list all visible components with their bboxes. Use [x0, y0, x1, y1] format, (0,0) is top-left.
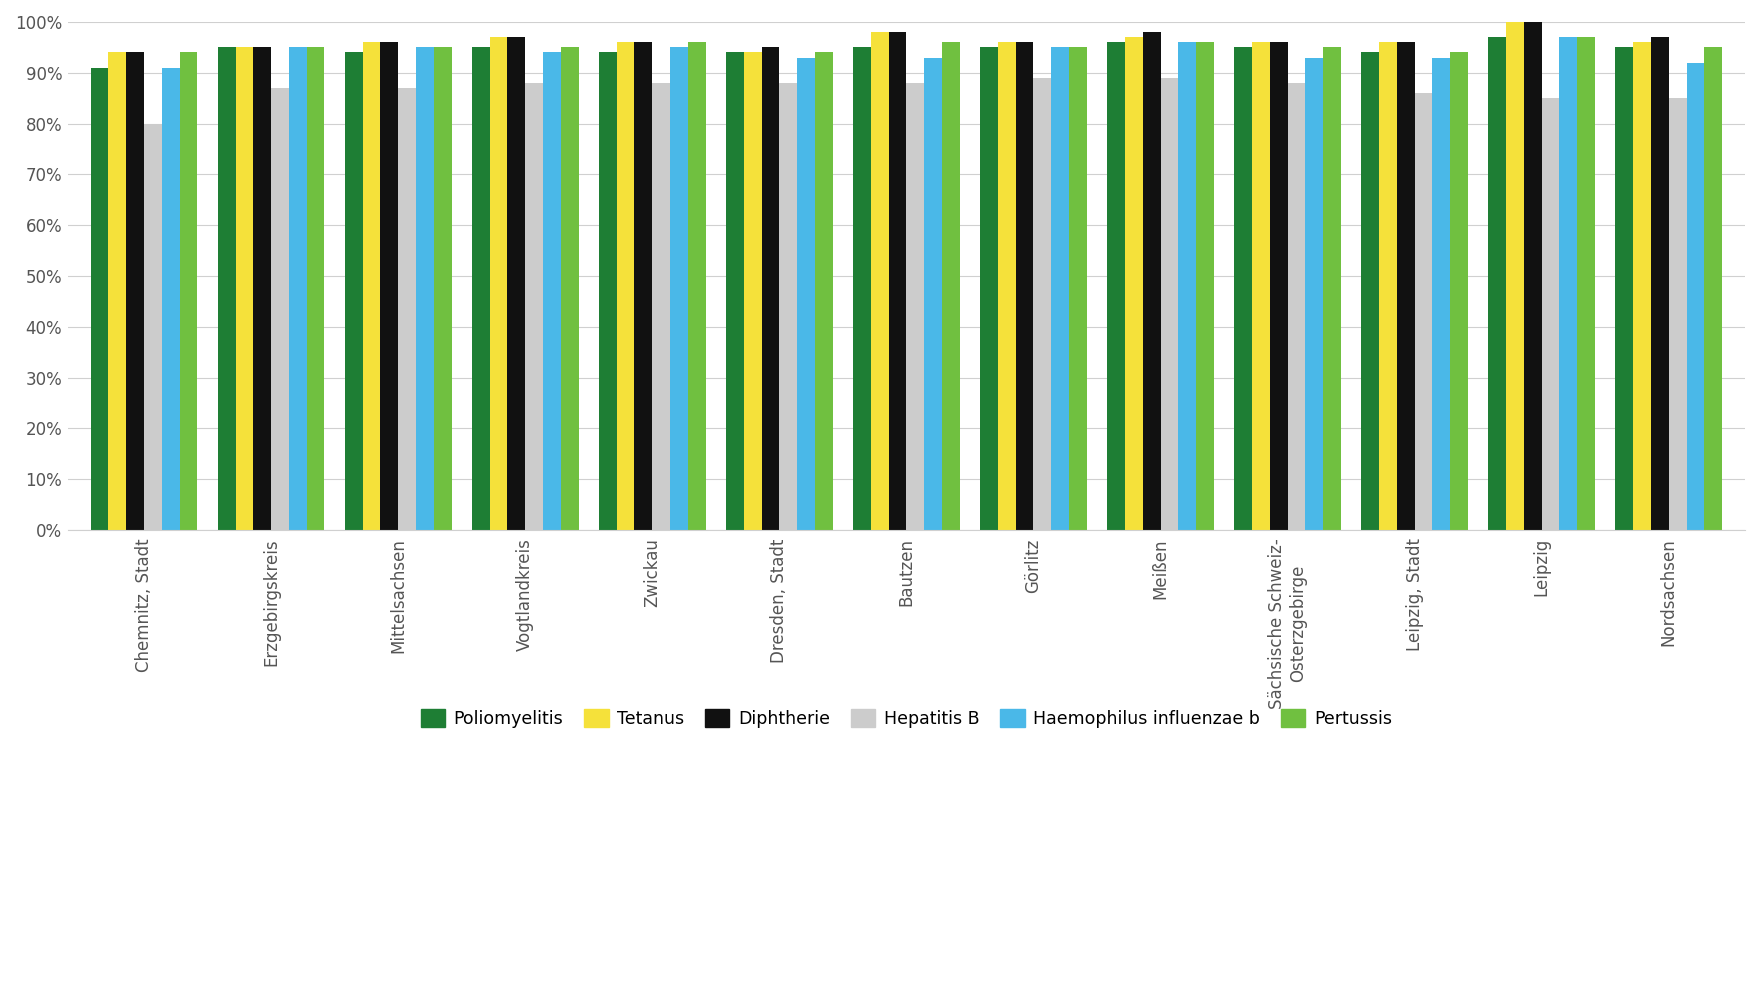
Bar — [906, 83, 924, 530]
Bar — [1559, 37, 1577, 530]
Bar — [1107, 42, 1125, 530]
Bar — [725, 52, 744, 530]
Bar — [144, 124, 162, 530]
Bar — [345, 52, 363, 530]
Bar — [762, 47, 780, 530]
Bar — [1633, 42, 1651, 530]
Bar — [489, 37, 507, 530]
Bar — [1177, 42, 1197, 530]
Bar — [854, 47, 871, 530]
Bar — [1616, 47, 1633, 530]
Bar — [218, 47, 236, 530]
Bar — [1704, 47, 1721, 530]
Bar — [306, 47, 324, 530]
Bar — [253, 47, 271, 530]
Bar — [780, 83, 797, 530]
Bar — [1489, 37, 1507, 530]
Bar — [1524, 22, 1542, 530]
Bar — [507, 37, 524, 530]
Bar — [1288, 83, 1306, 530]
Bar — [671, 47, 688, 530]
Bar — [236, 47, 253, 530]
Bar — [942, 42, 959, 530]
Bar — [815, 52, 832, 530]
Bar — [127, 52, 144, 530]
Bar — [1142, 32, 1160, 530]
Bar — [1016, 42, 1033, 530]
Bar — [616, 42, 635, 530]
Bar — [871, 32, 889, 530]
Bar — [180, 52, 197, 530]
Bar — [1668, 98, 1686, 530]
Bar — [1450, 52, 1468, 530]
Bar — [1306, 58, 1324, 530]
Bar — [635, 42, 653, 530]
Bar — [744, 52, 762, 530]
Bar — [433, 47, 452, 530]
Bar — [109, 52, 127, 530]
Legend: Poliomyelitis, Tetanus, Diphtherie, Hepatitis B, Haemophilus influenzae b, Pertu: Poliomyelitis, Tetanus, Diphtherie, Hepa… — [414, 701, 1399, 735]
Bar — [1433, 58, 1450, 530]
Bar — [797, 58, 815, 530]
Bar — [1251, 42, 1269, 530]
Bar — [1397, 42, 1415, 530]
Bar — [1033, 77, 1051, 530]
Bar — [544, 52, 561, 530]
Bar — [688, 42, 706, 530]
Bar — [1234, 47, 1251, 530]
Bar — [1068, 47, 1088, 530]
Bar — [1160, 77, 1177, 530]
Bar — [289, 47, 306, 530]
Bar — [1324, 47, 1341, 530]
Bar — [598, 52, 616, 530]
Bar — [653, 83, 671, 530]
Bar — [398, 88, 415, 530]
Bar — [1651, 37, 1668, 530]
Bar — [1360, 52, 1380, 530]
Bar — [1415, 93, 1433, 530]
Bar — [1269, 42, 1288, 530]
Bar — [380, 42, 398, 530]
Bar — [92, 68, 109, 530]
Bar — [1380, 42, 1397, 530]
Bar — [1197, 42, 1214, 530]
Bar — [1051, 47, 1068, 530]
Bar — [415, 47, 433, 530]
Bar — [162, 68, 180, 530]
Bar — [889, 32, 906, 530]
Bar — [271, 88, 289, 530]
Bar — [1125, 37, 1142, 530]
Bar — [1686, 63, 1704, 530]
Bar — [1507, 22, 1524, 530]
Bar — [998, 42, 1016, 530]
Bar — [980, 47, 998, 530]
Bar — [561, 47, 579, 530]
Bar — [1577, 37, 1595, 530]
Bar — [472, 47, 489, 530]
Bar — [924, 58, 942, 530]
Bar — [1542, 98, 1559, 530]
Bar — [524, 83, 544, 530]
Bar — [363, 42, 380, 530]
